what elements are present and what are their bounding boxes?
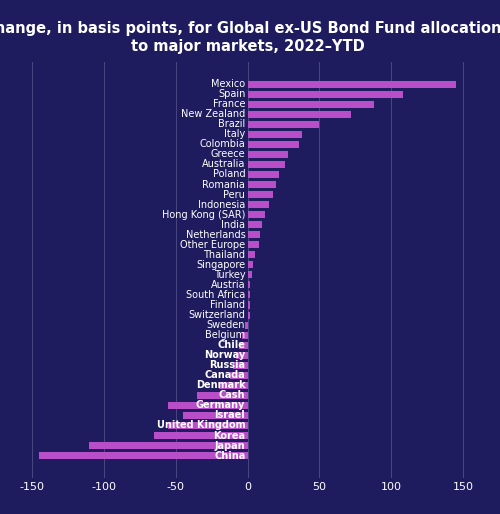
Text: Sweden: Sweden — [207, 320, 246, 330]
Text: Poland: Poland — [212, 170, 246, 179]
Bar — [239, 342, 248, 348]
Text: Spain: Spain — [218, 89, 246, 99]
Text: Belgium: Belgium — [205, 330, 246, 340]
Bar — [244, 322, 248, 328]
Bar — [154, 432, 248, 439]
Bar — [248, 291, 250, 299]
Bar — [248, 281, 250, 288]
Text: Austria: Austria — [210, 280, 246, 290]
Bar — [248, 201, 269, 208]
Text: Mexico: Mexico — [211, 79, 246, 89]
Bar — [168, 422, 248, 429]
Bar — [242, 332, 248, 339]
Bar — [230, 372, 248, 379]
Text: Italy: Italy — [224, 130, 246, 139]
Bar — [248, 151, 288, 158]
Text: Greece: Greece — [210, 150, 246, 159]
Bar — [182, 412, 248, 419]
Bar — [248, 211, 265, 218]
Text: Israel: Israel — [214, 410, 246, 420]
Text: Canada: Canada — [204, 370, 246, 380]
Bar — [248, 171, 279, 178]
Text: Other Europe: Other Europe — [180, 240, 246, 250]
Text: Turkey: Turkey — [214, 270, 246, 280]
Text: Romania: Romania — [202, 179, 246, 190]
Text: Finland: Finland — [210, 300, 246, 310]
Text: China: China — [214, 451, 246, 461]
Bar — [248, 221, 262, 228]
Text: Korea: Korea — [214, 431, 246, 440]
Text: India: India — [222, 219, 246, 230]
Text: Brazil: Brazil — [218, 119, 246, 130]
Bar — [89, 442, 248, 449]
Text: Colombia: Colombia — [200, 139, 246, 150]
Bar — [248, 121, 320, 128]
Bar — [197, 392, 248, 399]
Text: Russia: Russia — [210, 360, 246, 370]
Text: Australia: Australia — [202, 159, 246, 170]
Bar — [248, 101, 374, 108]
Text: Chile: Chile — [218, 340, 246, 350]
Text: Thailand: Thailand — [204, 250, 246, 260]
Text: Denmark: Denmark — [196, 380, 246, 390]
Bar — [248, 141, 300, 148]
Text: Germany: Germany — [196, 400, 246, 410]
Text: South Africa: South Africa — [186, 290, 246, 300]
Text: Switzerland: Switzerland — [188, 310, 246, 320]
Bar — [248, 90, 403, 98]
Text: Indonesia: Indonesia — [198, 199, 246, 210]
Bar — [39, 452, 248, 459]
Bar — [233, 362, 248, 369]
Text: Japan: Japan — [214, 440, 246, 451]
Bar — [168, 402, 248, 409]
Bar — [236, 352, 248, 359]
Bar — [248, 181, 276, 188]
Title: Change, in basis points, for Global ex-US Bond Fund allocations
to major markets: Change, in basis points, for Global ex-U… — [0, 21, 500, 53]
Text: France: France — [213, 99, 246, 109]
Bar — [248, 191, 274, 198]
Text: United Kingdom: United Kingdom — [156, 420, 246, 430]
Bar — [218, 382, 248, 389]
Text: New Zealand: New Zealand — [181, 109, 246, 119]
Bar — [248, 271, 252, 279]
Bar — [248, 111, 351, 118]
Text: Cash: Cash — [219, 390, 246, 400]
Bar — [248, 161, 285, 168]
Bar — [248, 302, 250, 308]
Text: Netherlands: Netherlands — [186, 230, 246, 240]
Bar — [248, 81, 456, 87]
Text: Norway: Norway — [204, 350, 246, 360]
Text: Singapore: Singapore — [196, 260, 246, 270]
Bar — [248, 311, 250, 319]
Bar — [248, 251, 254, 259]
Bar — [248, 241, 259, 248]
Bar — [248, 231, 260, 238]
Bar — [248, 131, 302, 138]
Text: Peru: Peru — [224, 190, 246, 199]
Bar — [248, 261, 254, 268]
Text: Hong Kong (SAR): Hong Kong (SAR) — [162, 210, 246, 219]
